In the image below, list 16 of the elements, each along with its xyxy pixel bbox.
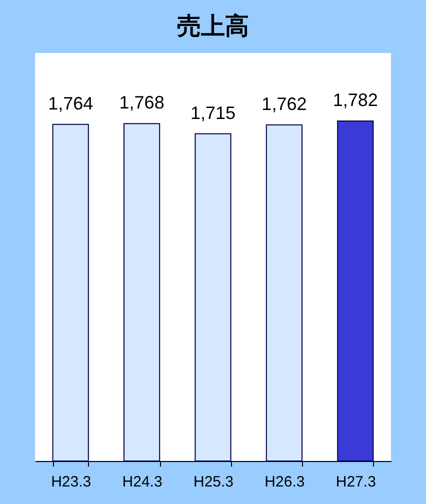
bar bbox=[124, 123, 160, 462]
x-tick-label: H26.3 bbox=[264, 474, 305, 490]
data-label: 1,715 bbox=[190, 102, 236, 123]
x-tick-label: H27.3 bbox=[336, 474, 376, 490]
x-tick-label: H25.3 bbox=[193, 474, 234, 490]
bar bbox=[52, 124, 89, 462]
x-tick-label: H23.3 bbox=[51, 474, 92, 490]
x-tick-label: H24.3 bbox=[122, 474, 162, 490]
data-label: 1,762 bbox=[262, 94, 307, 114]
data-label: 1,768 bbox=[119, 92, 164, 113]
chart-title: 売上高 bbox=[177, 12, 249, 40]
bar bbox=[337, 120, 374, 462]
data-label: 1,764 bbox=[48, 93, 94, 114]
bar bbox=[194, 133, 232, 462]
bar bbox=[266, 124, 302, 462]
data-label: 1,782 bbox=[332, 90, 378, 110]
